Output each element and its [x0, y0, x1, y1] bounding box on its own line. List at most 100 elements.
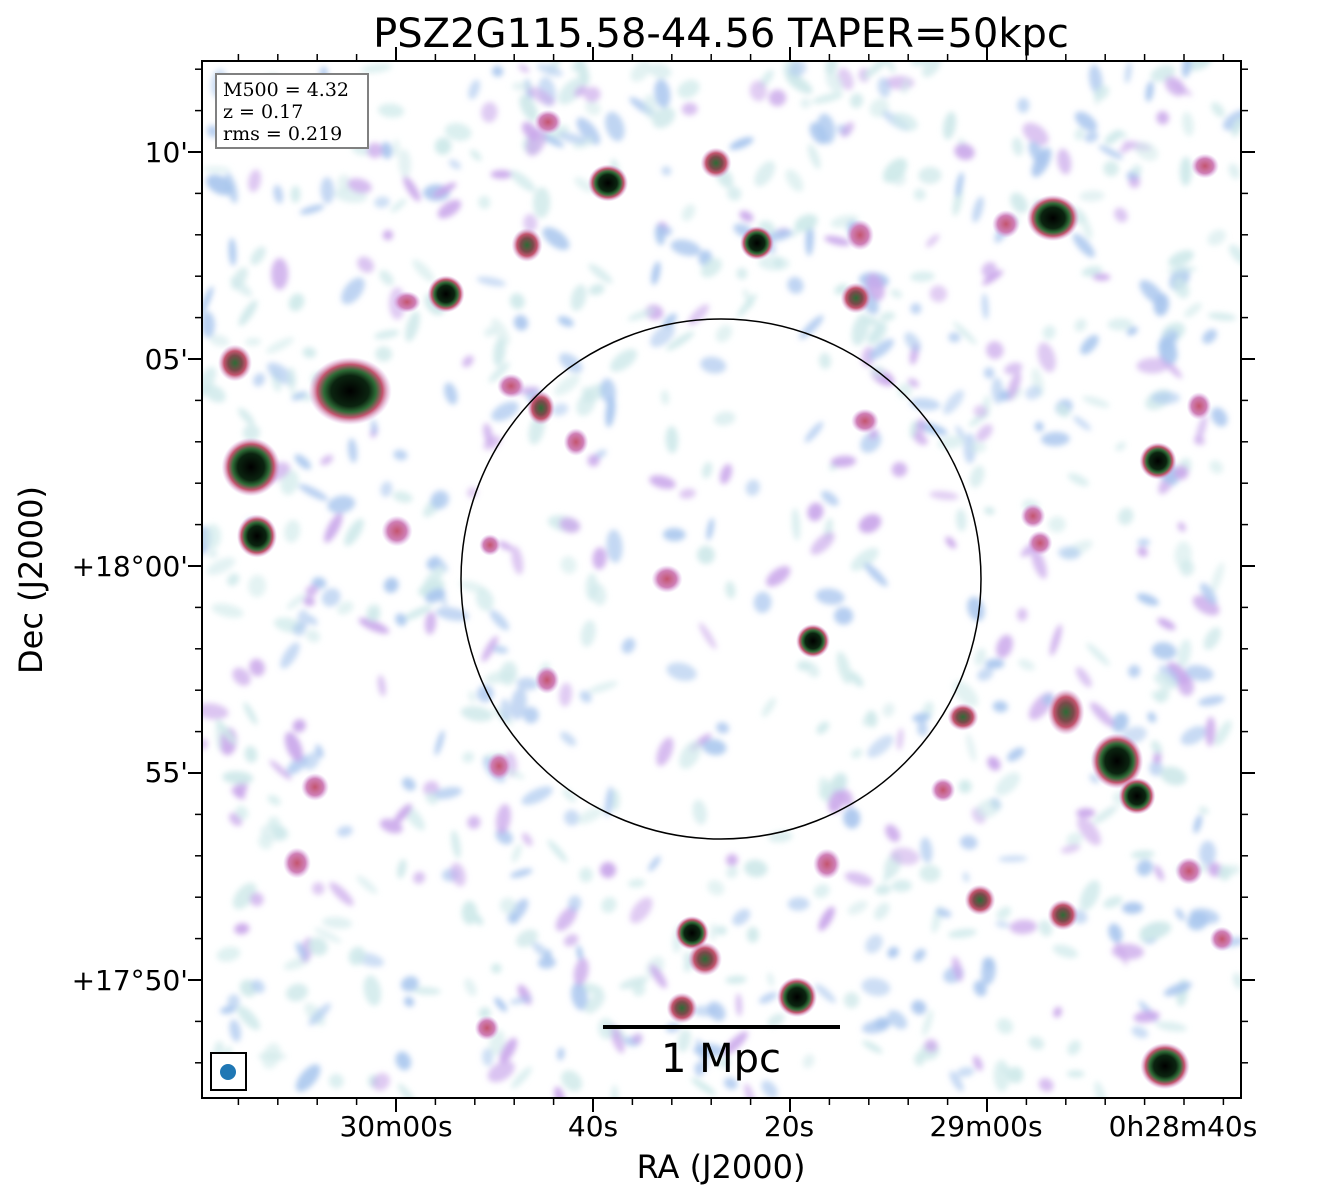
noise-blob [484, 670, 515, 684]
noise-blob [490, 170, 513, 179]
noise-blob [380, 141, 393, 159]
noise-blob [1136, 859, 1153, 876]
noise-blob [481, 102, 498, 123]
noise-blob [700, 258, 722, 278]
noise-blob [1057, 148, 1072, 175]
noise-blob [1156, 111, 1170, 125]
radio-source [486, 752, 512, 780]
radio-source [1191, 153, 1219, 179]
noise-blob [952, 186, 963, 217]
noise-blob [1193, 436, 1206, 446]
noise-blob [488, 362, 510, 383]
noise-blob [209, 334, 230, 347]
noise-blob [1177, 639, 1192, 668]
noise-blob [250, 246, 266, 266]
noise-blob [475, 588, 494, 612]
noise-blob [947, 928, 977, 939]
noise-blob [1153, 672, 1178, 690]
noise-blob [785, 169, 804, 192]
noise-blob [1175, 908, 1186, 921]
radio-source [308, 356, 392, 426]
noise-blob [1184, 302, 1202, 318]
noise-blob [600, 378, 616, 404]
noise-blob [969, 441, 987, 453]
x-tick-label: 29m00s [929, 1110, 1042, 1143]
noise-blob [1145, 81, 1154, 102]
noise-blob [374, 329, 400, 340]
radio-image [202, 61, 1241, 1098]
noise-blob [727, 186, 742, 201]
radio-source [1139, 442, 1177, 480]
noise-blob [718, 1057, 730, 1069]
radio-source [497, 373, 525, 399]
noise-blob [1031, 547, 1047, 579]
radio-source [795, 623, 831, 659]
noise-blob [984, 506, 995, 515]
noise-blob [265, 337, 294, 354]
y-axis-label: Dec (J2000) [12, 486, 50, 674]
noise-blob [1214, 720, 1232, 746]
noise-blob [767, 1013, 785, 1027]
noise-blob [1177, 522, 1186, 532]
noise-blob [629, 897, 653, 924]
noise-blob [1205, 716, 1216, 747]
noise-blob [280, 642, 300, 669]
noise-blob [953, 680, 979, 707]
noise-blob [243, 702, 258, 725]
noise-blob [791, 508, 801, 541]
noise-blob [273, 184, 284, 204]
noise-blob [228, 237, 237, 266]
noise-blob [395, 1051, 412, 1071]
radio-source [739, 225, 775, 261]
noise-blob [1160, 766, 1187, 786]
noise-blob [1137, 538, 1151, 547]
noise-blob [1018, 659, 1035, 671]
noise-blob [1133, 1010, 1160, 1023]
radio-source [393, 291, 421, 313]
noise-blob [588, 263, 613, 284]
noise-blob [736, 267, 748, 280]
radio-source [563, 428, 589, 456]
noise-blob [1228, 244, 1241, 265]
noise-blob [363, 975, 382, 1006]
noise-blob [492, 645, 509, 654]
noise-blob [360, 63, 393, 73]
noise-blob [230, 277, 253, 297]
noise-blob [402, 777, 416, 791]
noise-blob [1131, 164, 1143, 176]
noise-blob [571, 982, 588, 1011]
radio-source [992, 210, 1020, 238]
noise-blob [632, 981, 646, 997]
noise-blob [207, 549, 218, 558]
noise-blob [379, 270, 394, 286]
noise-blob [483, 423, 494, 446]
noise-blob [864, 562, 888, 587]
noise-blob [1174, 541, 1192, 570]
noise-blob [972, 196, 984, 223]
radio-source [1140, 1042, 1190, 1090]
noise-blob [269, 760, 292, 781]
noise-blob [648, 63, 672, 79]
noise-blob [700, 356, 727, 374]
noise-blob [882, 702, 895, 717]
noise-blob [437, 199, 462, 219]
noise-blob [1042, 325, 1056, 340]
y-tick-label: 10' [145, 136, 188, 169]
noise-blob [972, 1055, 983, 1071]
noise-blob [404, 996, 415, 1007]
noise-blob [242, 424, 260, 441]
noise-blob [847, 900, 868, 915]
noise-blob [284, 731, 303, 762]
noise-blob [450, 862, 466, 887]
noise-blob [434, 730, 445, 756]
noise-blob [509, 293, 525, 310]
noise-blob [951, 956, 964, 982]
noise-blob [472, 913, 484, 926]
noise-blob [484, 326, 497, 337]
radio-source [534, 666, 560, 694]
noise-blob [518, 64, 530, 73]
noise-blob [383, 577, 399, 593]
noise-blob [797, 660, 811, 671]
noise-blob [372, 1072, 390, 1091]
noise-blob [551, 403, 569, 416]
